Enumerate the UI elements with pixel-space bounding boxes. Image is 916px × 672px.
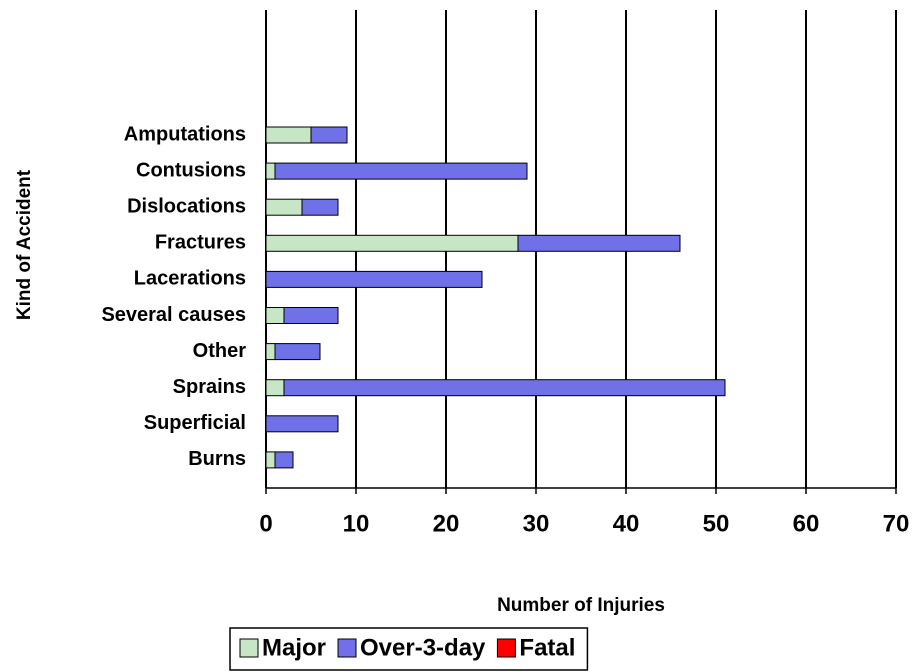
y-tick-label: Several causes [101, 304, 246, 326]
bar-segment [283, 307, 339, 324]
legend: Major Over-3-day Fatal [229, 627, 589, 671]
bar-segment [283, 379, 726, 397]
bar-segment [265, 270, 483, 288]
y-tick-label: Amputations [124, 123, 246, 145]
y-tick-label: Lacerations [134, 268, 246, 290]
legend-box [229, 627, 589, 671]
y-tick-label: Dislocations [127, 195, 246, 217]
x-tick-label: 60 [793, 510, 820, 537]
x-tick-label: 40 [613, 510, 640, 537]
y-tick-label: Burns [188, 448, 246, 470]
y-tick-label: Sprains [173, 376, 246, 398]
bar-segment [274, 451, 294, 469]
x-tick-label: 20 [433, 510, 460, 537]
bar-segment [265, 415, 339, 433]
x-tick-label: 10 [343, 510, 370, 537]
bar-segment [265, 162, 276, 180]
legend-swatch [496, 638, 516, 658]
legend-swatch [239, 638, 259, 658]
bar-segment [265, 379, 285, 397]
bar-segment [517, 234, 681, 252]
bar-segment [265, 307, 285, 324]
legend-label: Fatal [519, 634, 575, 661]
bar-segment [265, 126, 312, 144]
bar-segment [301, 198, 339, 216]
y-tick-label: Contusions [136, 159, 246, 181]
bar-segment [310, 126, 348, 144]
y-tick-label: Fractures [155, 232, 246, 254]
bar-segment [265, 198, 303, 216]
bar-segment [274, 162, 528, 180]
legend-label: Over-3-day [360, 634, 486, 661]
x-tick-label: 30 [523, 510, 550, 537]
x-tick-label: 0 [259, 510, 272, 537]
bar-segment [265, 343, 276, 361]
legend-swatch [337, 638, 357, 658]
bar-segment [265, 451, 276, 469]
x-tick-label: 70 [883, 510, 910, 537]
x-tick-label: 50 [703, 510, 730, 537]
y-tick-label: Other [193, 340, 247, 362]
y-axis-label: Kind of Accident [14, 169, 35, 320]
bar-segment [274, 343, 321, 361]
x-axis-label: Number of Injuries [497, 595, 665, 616]
y-tick-label: Superficial [144, 412, 246, 434]
bar-segment [265, 234, 519, 252]
legend-label: Major [262, 634, 326, 661]
